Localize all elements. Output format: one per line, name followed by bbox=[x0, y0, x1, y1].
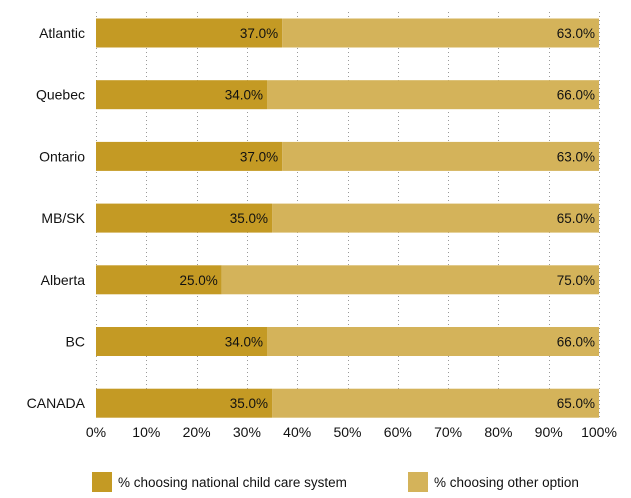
x-tick-label: 60% bbox=[384, 424, 412, 440]
category-label: Alberta bbox=[41, 272, 86, 288]
x-tick-label: 90% bbox=[535, 424, 563, 440]
data-label: 25.0% bbox=[179, 273, 217, 288]
data-label: 75.0% bbox=[557, 273, 595, 288]
x-tick-label: 80% bbox=[484, 424, 512, 440]
bar-other-mb-sk bbox=[272, 203, 599, 233]
data-label: 37.0% bbox=[240, 26, 278, 41]
bar-national-quebec bbox=[96, 80, 268, 110]
category-labels: Atlantic Quebec Ontario MB/SK Alberta BC CANAD… bbox=[27, 25, 86, 411]
bar-other-ontario bbox=[282, 141, 599, 171]
data-label: 66.0% bbox=[557, 335, 595, 350]
legend-swatch-other bbox=[408, 472, 428, 492]
legend-label-other: % choosing other option bbox=[434, 475, 579, 490]
category-label: MB/SK bbox=[41, 210, 85, 226]
category-label: Atlantic bbox=[39, 25, 85, 41]
data-label: 65.0% bbox=[557, 211, 595, 226]
bar-other-atlantic bbox=[282, 18, 599, 48]
bar-other-quebec bbox=[267, 80, 599, 110]
data-label: 63.0% bbox=[557, 149, 595, 164]
data-label: 66.0% bbox=[557, 88, 595, 103]
data-label: 34.0% bbox=[225, 88, 263, 103]
category-label: Quebec bbox=[36, 87, 85, 103]
bar-national-alberta bbox=[96, 265, 222, 295]
category-label: Ontario bbox=[39, 148, 85, 164]
bars: 37.0% 63.0% 34.0% 66.0% 37.0% 63.0% 35.0% 65.0%… bbox=[96, 18, 599, 418]
x-tick-label: 10% bbox=[132, 424, 160, 440]
data-label: 65.0% bbox=[557, 396, 595, 411]
bar-national-canada bbox=[96, 388, 273, 418]
data-label: 35.0% bbox=[230, 396, 268, 411]
x-tick-label: 40% bbox=[283, 424, 311, 440]
bar-other-bc bbox=[267, 327, 599, 356]
x-tick-label: 70% bbox=[434, 424, 462, 440]
legend-swatch-national bbox=[92, 472, 112, 492]
legend-label-national: % choosing national child care system bbox=[118, 475, 347, 490]
bar-national-ontario bbox=[96, 141, 283, 171]
x-tick-label: 50% bbox=[333, 424, 361, 440]
category-label: BC bbox=[66, 334, 85, 350]
legend: % choosing national child care system % c… bbox=[92, 472, 579, 492]
data-label: 34.0% bbox=[225, 335, 263, 350]
data-label: 35.0% bbox=[230, 211, 268, 226]
data-label: 63.0% bbox=[557, 26, 595, 41]
data-label: 37.0% bbox=[240, 149, 278, 164]
x-axis-tick-labels: 0% 10% 20% 30% 40% 50% 60% 70% 80% 90% 100% bbox=[86, 424, 617, 440]
bar-other-canada bbox=[272, 388, 599, 418]
bar-national-atlantic bbox=[96, 18, 283, 48]
category-label: CANADA bbox=[27, 395, 86, 411]
x-tick-label: 0% bbox=[86, 424, 106, 440]
x-tick-label: 100% bbox=[581, 424, 617, 440]
bar-other-alberta bbox=[221, 265, 599, 295]
bar-national-bc bbox=[96, 327, 268, 356]
x-tick-label: 30% bbox=[233, 424, 261, 440]
bar-national-mb-sk bbox=[96, 203, 273, 233]
x-tick-label: 20% bbox=[183, 424, 211, 440]
